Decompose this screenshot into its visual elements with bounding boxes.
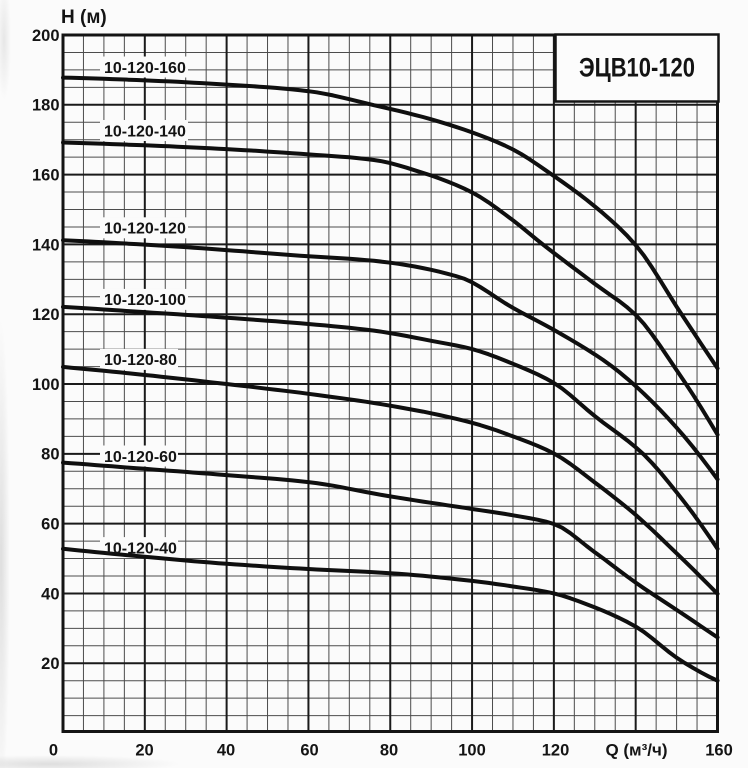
svg-text:20: 20 [41, 655, 59, 673]
svg-text:60: 60 [300, 742, 318, 760]
svg-text:0: 0 [49, 742, 58, 760]
svg-text:100: 100 [32, 376, 60, 394]
svg-text:40: 40 [217, 742, 235, 760]
svg-text:120: 120 [32, 306, 60, 324]
svg-text:10-120-140: 10-120-140 [104, 123, 186, 140]
svg-text:100: 100 [458, 742, 486, 760]
svg-text:H (м): H (м) [61, 7, 107, 28]
svg-text:10-120-120: 10-120-120 [104, 221, 186, 238]
svg-text:60: 60 [41, 516, 59, 534]
svg-text:20: 20 [135, 742, 153, 760]
svg-text:40: 40 [41, 585, 59, 603]
svg-text:ЭЦВ10-120: ЭЦВ10-120 [579, 53, 695, 83]
svg-text:10-120-160: 10-120-160 [104, 60, 186, 77]
svg-text:10-120-40: 10-120-40 [104, 540, 177, 557]
svg-text:80: 80 [41, 446, 59, 464]
svg-text:10-120-100: 10-120-100 [104, 292, 186, 309]
svg-text:160: 160 [32, 167, 60, 185]
svg-text:10-120-60: 10-120-60 [104, 449, 177, 466]
svg-text:180: 180 [32, 97, 60, 115]
svg-text:10-120-80: 10-120-80 [104, 352, 177, 369]
svg-text:Q (м³/ч): Q (м³/ч) [605, 741, 667, 760]
svg-text:160: 160 [705, 742, 733, 760]
svg-text:200: 200 [32, 27, 60, 45]
svg-text:120: 120 [542, 742, 570, 760]
svg-text:140: 140 [32, 236, 60, 254]
svg-text:80: 80 [380, 742, 398, 760]
